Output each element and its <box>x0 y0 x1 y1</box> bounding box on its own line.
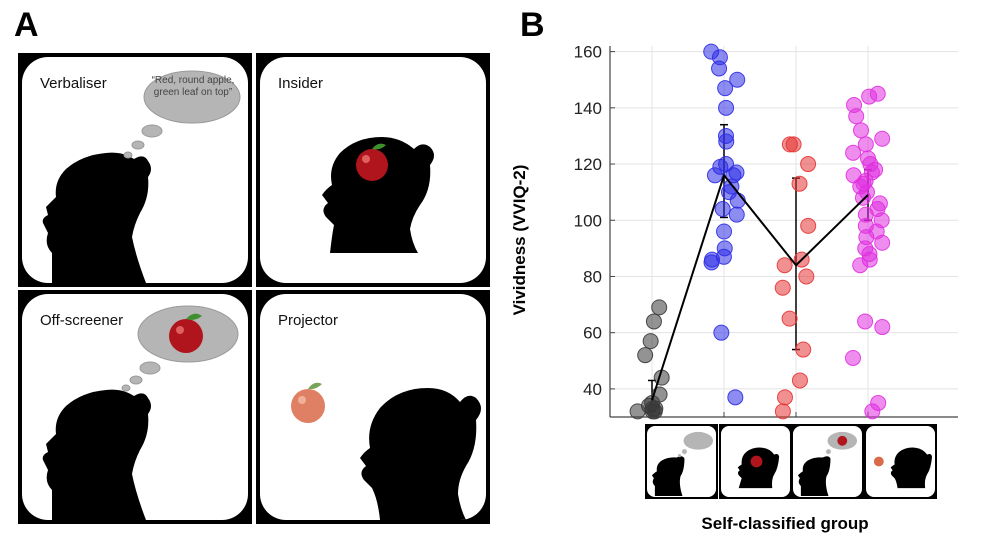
panel-a-letter: A <box>14 6 39 44</box>
card-verbaliser: Verbaliser “Red, round apple, green leaf… <box>18 53 252 287</box>
data-point <box>703 254 720 271</box>
data-point <box>774 279 791 296</box>
error-bars <box>648 123 872 413</box>
data-point <box>727 389 744 406</box>
grid-layer <box>610 46 958 417</box>
data-point <box>776 257 793 274</box>
data-point <box>706 167 723 184</box>
insider-icon <box>737 447 780 489</box>
head-with-apple-icon <box>322 137 434 253</box>
data-point <box>857 136 874 153</box>
mini-icon-off-screener <box>791 424 864 499</box>
data-point <box>711 60 728 77</box>
x-axis-label: Self-classified group <box>701 514 869 533</box>
data-point <box>729 192 746 209</box>
data-point <box>853 122 870 139</box>
card-label-verbaliser: Verbaliser <box>40 75 107 92</box>
data-point <box>845 144 862 161</box>
card-insider: Insider <box>256 53 490 287</box>
data-point <box>714 201 731 218</box>
card-off-screener: Off-screener <box>18 290 252 524</box>
data-point <box>795 341 812 358</box>
data-point <box>641 397 658 414</box>
head-projected-apple-icon <box>291 382 481 520</box>
axis-layer: 40 60 80 100 120 140 160 <box>574 43 958 418</box>
data-point <box>791 175 808 192</box>
y-tick-label: 160 <box>574 43 602 62</box>
off-screener-icon <box>797 431 858 496</box>
data-point <box>800 217 817 234</box>
data-point <box>874 319 891 336</box>
card-projector: Projector <box>256 290 490 524</box>
data-point <box>848 108 865 125</box>
data-point <box>651 299 668 316</box>
data-point <box>637 347 654 364</box>
mini-icon-projector <box>864 424 937 499</box>
verbaliser-icon <box>651 431 714 496</box>
data-point <box>645 313 662 330</box>
data-point <box>800 156 817 173</box>
card-label-off-screener: Off-screener <box>40 312 124 329</box>
data-point <box>874 130 891 147</box>
y-axis-label: Vividness (VVIQ-2) <box>510 164 529 316</box>
head-thought-apple-icon <box>42 305 239 520</box>
projector-icon <box>873 447 933 489</box>
data-point <box>781 310 798 327</box>
card-label-projector: Projector <box>278 312 339 329</box>
card-label-insider: Insider <box>278 75 324 92</box>
data-point <box>857 313 874 330</box>
data-point <box>776 389 793 406</box>
panel-b-letter: B <box>520 6 545 44</box>
data-point <box>729 71 746 88</box>
data-point <box>717 80 734 97</box>
data-points <box>629 43 891 420</box>
data-point <box>642 333 659 350</box>
data-point <box>781 136 798 153</box>
data-point <box>718 133 735 150</box>
data-point <box>716 223 733 240</box>
data-point <box>798 268 815 285</box>
y-tick-label: 100 <box>574 211 602 230</box>
y-tick-label: 140 <box>574 99 602 118</box>
mini-icon-insider <box>719 424 792 499</box>
mean-line <box>651 173 869 401</box>
data-point <box>728 206 745 223</box>
y-tick-label: 60 <box>583 324 602 343</box>
y-tick-label: 80 <box>583 267 602 286</box>
mini-icon-verbaliser <box>645 424 718 499</box>
data-point <box>854 189 871 206</box>
data-point <box>791 372 808 389</box>
scatter-chart: 40 60 80 100 120 140 160 <box>574 43 958 420</box>
y-tick-label: 120 <box>574 155 602 174</box>
data-point <box>874 234 891 251</box>
data-point <box>852 257 869 274</box>
mean-line-path <box>651 173 869 401</box>
head-silhouette-icon <box>42 70 241 283</box>
data-point <box>845 349 862 366</box>
data-point <box>713 324 730 341</box>
data-point <box>774 403 791 420</box>
data-point <box>864 403 881 420</box>
data-point <box>718 99 735 116</box>
thought-text: “Red, round apple, green leaf on top” <box>151 75 235 98</box>
data-point <box>861 88 878 105</box>
y-tick-label: 40 <box>583 380 602 399</box>
